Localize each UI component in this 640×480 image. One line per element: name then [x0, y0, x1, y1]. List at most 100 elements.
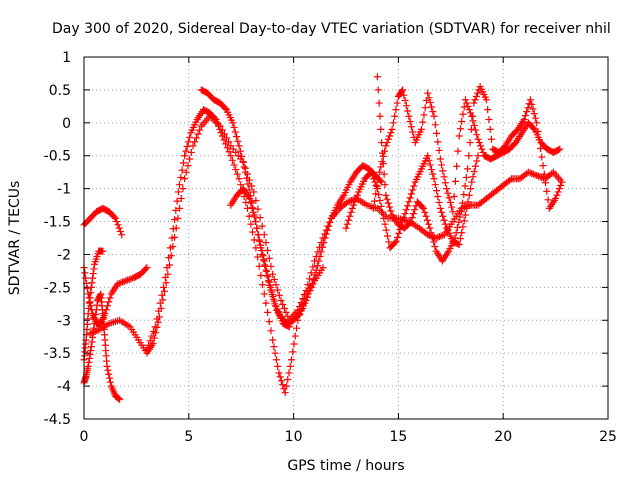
data-point-marker [444, 189, 452, 197]
data-point-marker [254, 205, 262, 213]
data-point-marker [392, 106, 400, 114]
data-point-marker [380, 214, 388, 222]
data-point-marker [194, 130, 202, 138]
data-point-marker [377, 202, 385, 210]
data-point-marker [456, 235, 464, 243]
data-point-marker [252, 218, 260, 226]
data-point-marker [456, 125, 464, 133]
data-point-marker [184, 162, 192, 170]
data-point-marker [552, 195, 560, 203]
data-point-marker [469, 173, 477, 181]
data-point-marker [431, 181, 439, 189]
data-point-marker [271, 349, 279, 357]
data-point-marker [264, 247, 272, 255]
data-point-marker [102, 306, 110, 314]
data-point-marker [93, 301, 101, 309]
data-point-marker [179, 185, 187, 193]
data-point-marker [430, 112, 438, 120]
data-point-marker [368, 171, 376, 179]
data-point-marker [174, 214, 182, 222]
data-point-marker [93, 327, 101, 335]
data-point-marker [473, 157, 481, 165]
data-point-marker [86, 294, 94, 302]
data-point-marker [409, 128, 417, 136]
data-point-marker [470, 121, 478, 129]
data-point-marker [103, 302, 111, 310]
data-point-marker [438, 161, 446, 169]
data-point-marker [556, 145, 564, 153]
y-tick-label: -3 [57, 313, 71, 329]
data-point-marker [256, 237, 264, 245]
data-point-marker [399, 218, 407, 226]
data-point-marker [310, 275, 318, 283]
data-point-marker [433, 187, 441, 195]
data-point-marker [423, 216, 431, 224]
data-point-marker [371, 178, 379, 186]
data-point-marker [223, 144, 231, 152]
data-point-marker [242, 198, 250, 206]
data-point-marker [103, 362, 111, 370]
data-point-marker [114, 280, 122, 288]
data-point-marker [241, 168, 249, 176]
data-point-marker [391, 112, 399, 120]
data-point-marker [345, 216, 353, 224]
data-point-marker [84, 310, 92, 318]
data-point-marker [346, 212, 354, 220]
data-point-marker [213, 119, 221, 127]
data-series [80, 73, 566, 403]
data-point-marker [534, 127, 542, 135]
data-point-marker [384, 232, 392, 240]
data-point-marker [324, 226, 332, 234]
data-point-marker [281, 389, 289, 397]
data-point-marker [426, 224, 434, 232]
data-point-marker [350, 201, 358, 209]
data-point-marker [322, 230, 330, 238]
data-point-marker [172, 206, 180, 214]
data-point-marker [277, 377, 285, 385]
data-point-marker [218, 132, 226, 140]
data-point-marker [101, 310, 109, 318]
data-point-marker [262, 239, 270, 247]
data-point-marker [484, 106, 492, 114]
data-point-marker [116, 227, 124, 235]
data-point-marker [319, 264, 327, 272]
data-point-marker [425, 94, 433, 102]
data-point-marker [154, 318, 162, 326]
x-tick-label: 15 [389, 429, 407, 445]
data-point-marker [428, 233, 436, 241]
data-point-marker [122, 277, 130, 285]
data-point-marker [402, 102, 410, 110]
data-point-marker [189, 142, 197, 150]
data-point-marker [411, 206, 419, 214]
data-point-marker [535, 136, 543, 144]
data-point-marker [445, 194, 453, 202]
data-point-marker [319, 243, 327, 251]
data-point-marker [227, 152, 235, 160]
data-point-marker [376, 168, 384, 176]
data-point-marker [268, 291, 276, 299]
data-point-marker [446, 198, 454, 206]
data-point-marker [83, 285, 91, 293]
data-point-marker [326, 218, 334, 226]
data-point-marker [182, 147, 190, 155]
data-point-marker [91, 327, 99, 335]
data-point-marker [531, 114, 539, 122]
data-point-marker [371, 197, 379, 205]
data-point-marker [405, 112, 413, 120]
data-point-marker [163, 264, 171, 272]
data-point-marker [543, 187, 551, 195]
data-point-marker [191, 138, 199, 146]
data-point-marker [315, 257, 323, 265]
data-point-marker [246, 195, 254, 203]
data-point-marker [422, 212, 430, 220]
data-point-marker [85, 299, 93, 307]
data-point-marker [344, 198, 352, 206]
data-point-marker [373, 185, 381, 193]
x-axis-title: GPS time / hours [287, 458, 404, 474]
data-point-marker [114, 394, 122, 402]
data-point-marker [419, 118, 427, 126]
data-point-marker [420, 204, 428, 212]
data-point-marker [252, 196, 260, 204]
data-point-marker [222, 140, 230, 148]
data-point-marker [436, 204, 444, 212]
